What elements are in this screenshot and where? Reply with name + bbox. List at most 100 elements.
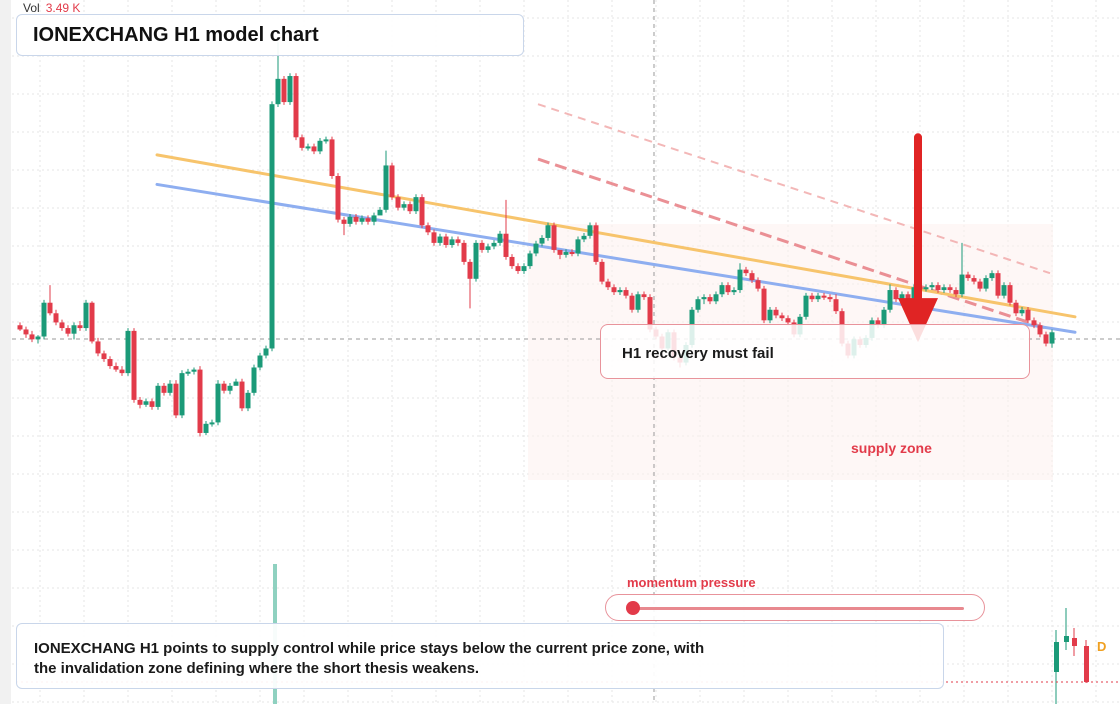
candle — [713, 294, 719, 302]
candle — [983, 278, 989, 289]
candle — [599, 261, 605, 282]
candle — [755, 280, 761, 289]
candle — [365, 218, 371, 222]
candle — [905, 294, 911, 300]
volume-value: 3.49 K — [45, 1, 81, 15]
candle — [305, 146, 311, 149]
candle — [545, 225, 551, 238]
candle — [815, 295, 821, 300]
candle — [1025, 309, 1031, 321]
candle — [935, 285, 941, 291]
recovery-callout: H1 recovery must fail — [600, 324, 1030, 379]
candle — [341, 219, 347, 224]
candle — [329, 139, 335, 176]
volume-readout: Vol 3.49 K — [23, 1, 80, 15]
candle — [1019, 309, 1025, 314]
candle — [899, 294, 905, 300]
candle — [125, 330, 131, 374]
tail-candle-4 — [1084, 646, 1089, 682]
candle — [569, 252, 575, 255]
candle — [551, 225, 557, 250]
candle — [1031, 320, 1037, 326]
candle — [509, 256, 515, 267]
candle — [107, 359, 113, 367]
candle — [605, 281, 611, 288]
candle — [113, 366, 119, 370]
candle — [485, 246, 491, 250]
candle — [695, 299, 701, 310]
candle — [101, 353, 107, 360]
candle — [779, 315, 785, 319]
candle — [593, 225, 599, 262]
candle — [413, 197, 419, 212]
candle — [155, 385, 161, 407]
short-arrow — [898, 133, 938, 343]
candle — [449, 239, 455, 245]
candle — [437, 236, 443, 243]
candle — [803, 295, 809, 317]
candle — [215, 383, 221, 423]
candle — [575, 239, 581, 254]
candle — [173, 383, 179, 416]
momentum-label: momentum pressure — [627, 575, 756, 590]
candle — [1037, 325, 1043, 335]
candle — [335, 176, 341, 220]
candle — [395, 197, 401, 208]
candle — [287, 76, 293, 103]
arrow-head — [898, 298, 938, 343]
candle — [41, 302, 47, 337]
candle — [275, 78, 281, 105]
candle — [227, 385, 233, 391]
momentum-track — [628, 607, 964, 610]
candle — [947, 287, 953, 291]
candle — [431, 232, 437, 243]
candle — [941, 287, 947, 291]
candle — [503, 233, 509, 257]
candle — [893, 290, 899, 300]
candle — [383, 165, 389, 210]
candle — [491, 242, 497, 247]
candle — [263, 348, 269, 356]
projection-lines — [537, 103, 1051, 331]
candle — [611, 287, 617, 293]
candle — [1043, 334, 1049, 344]
candle — [455, 239, 461, 243]
candle — [581, 235, 587, 240]
projection-line — [537, 103, 1051, 275]
candle — [749, 273, 755, 281]
candle — [191, 369, 197, 372]
interval-badge[interactable]: D — [1097, 639, 1107, 654]
candle — [953, 290, 959, 295]
chart-title: IONEXCHANG H1 model chart — [16, 14, 524, 56]
candle — [629, 295, 635, 310]
candle — [473, 242, 479, 279]
candle — [467, 261, 473, 279]
candle — [323, 139, 329, 142]
left-scale-strip — [0, 0, 11, 704]
candle — [521, 266, 527, 272]
supply-zone-label: supply zone — [851, 440, 932, 456]
volume-label: Vol — [23, 1, 40, 15]
candle — [119, 369, 125, 374]
summary-line-1: IONEXCHANG H1 points to supply control w… — [34, 640, 705, 657]
candle — [149, 401, 155, 407]
candle — [461, 242, 467, 262]
candle — [35, 336, 41, 340]
candle — [47, 302, 53, 314]
candle — [311, 146, 317, 152]
candle — [203, 423, 209, 433]
momentum-knob[interactable] — [626, 601, 641, 615]
summary-box: IONEXCHANG H1 points to supply control w… — [16, 623, 944, 689]
tail-candle-1 — [1054, 642, 1059, 672]
candle — [737, 269, 743, 291]
candle — [443, 236, 449, 245]
candle — [17, 325, 23, 330]
candle — [821, 295, 827, 298]
candle — [923, 287, 929, 290]
candle — [89, 302, 95, 342]
candle — [401, 204, 407, 208]
candle — [83, 302, 89, 329]
candle — [773, 309, 779, 316]
candle — [353, 216, 359, 222]
momentum-slider[interactable] — [605, 594, 985, 621]
